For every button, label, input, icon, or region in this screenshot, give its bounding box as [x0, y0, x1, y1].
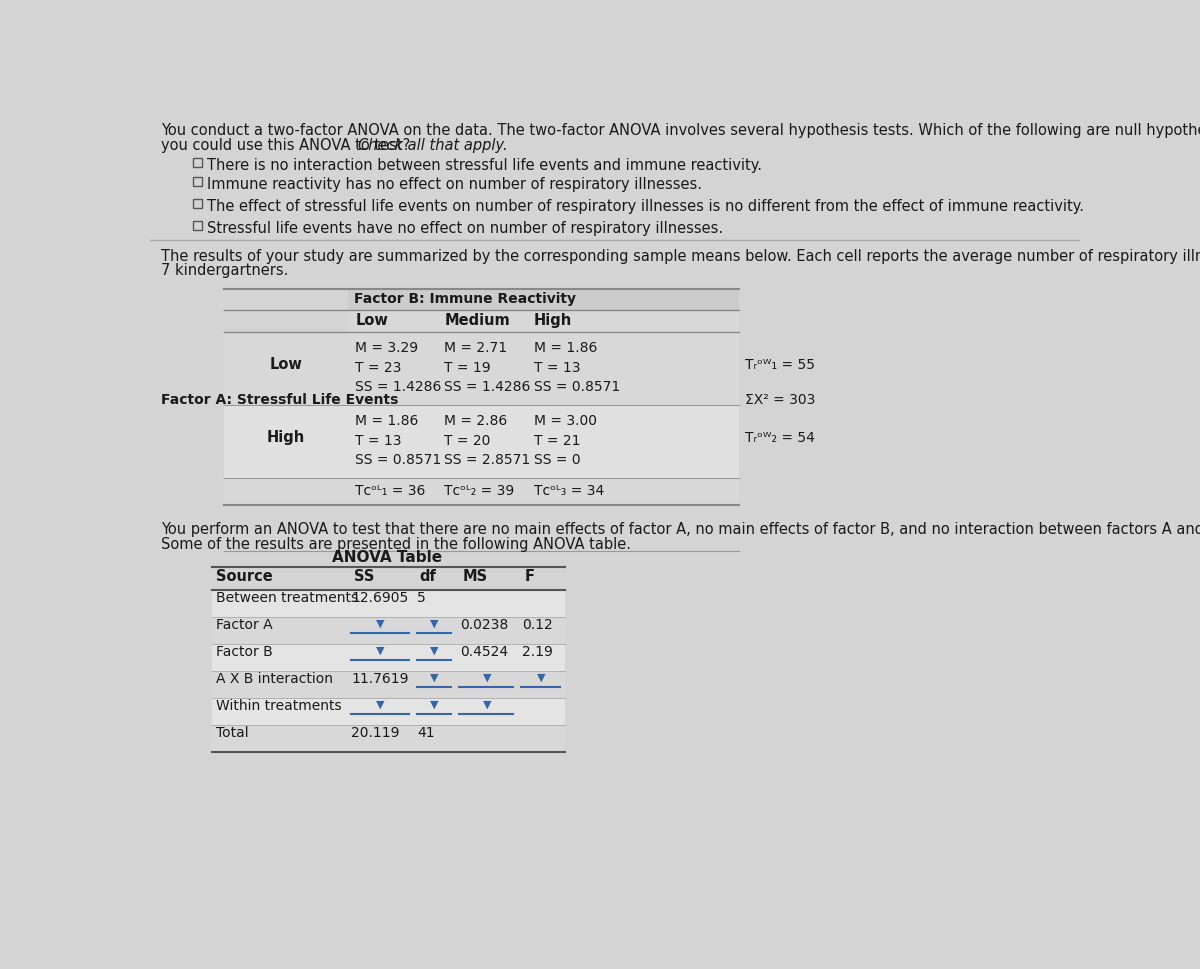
Text: M = 2.86: M = 2.86 — [444, 415, 508, 428]
Text: You perform an ANOVA to test that there are no main effects of factor A, no main: You perform an ANOVA to test that there … — [161, 522, 1200, 537]
Bar — [348, 289, 739, 310]
Text: 0.0238: 0.0238 — [460, 618, 509, 632]
Text: M = 3.00: M = 3.00 — [534, 415, 596, 428]
Text: ΣX² = 303: ΣX² = 303 — [745, 392, 816, 407]
Text: ANOVA Table: ANOVA Table — [332, 549, 443, 565]
Text: There is no interaction between stressful life events and immune reactivity.: There is no interaction between stressfu… — [206, 158, 762, 172]
Text: Medium: Medium — [444, 313, 510, 328]
Bar — [348, 310, 739, 331]
Text: M = 3.29: M = 3.29 — [355, 341, 419, 355]
Text: T = 13: T = 13 — [534, 361, 580, 375]
Text: ▼: ▼ — [482, 673, 491, 683]
Text: The effect of stressful life events on number of respiratory illnesses is no dif: The effect of stressful life events on n… — [206, 199, 1084, 214]
Text: M = 1.86: M = 1.86 — [534, 341, 598, 355]
Text: ▼: ▼ — [430, 646, 439, 656]
Text: T = 19: T = 19 — [444, 361, 491, 375]
Text: T = 21: T = 21 — [534, 434, 580, 449]
Text: Tᵣᵒᵂ₂ = 54: Tᵣᵒᵂ₂ = 54 — [745, 431, 815, 445]
Text: The results of your study are summarized by the corresponding sample means below: The results of your study are summarized… — [161, 249, 1200, 264]
Text: Factor A: Factor A — [216, 618, 272, 632]
Text: T = 13: T = 13 — [355, 434, 402, 449]
Bar — [212, 590, 565, 617]
Text: SS = 0.8571: SS = 0.8571 — [355, 453, 442, 467]
Text: M = 2.71: M = 2.71 — [444, 341, 508, 355]
Text: High: High — [266, 430, 305, 445]
Text: ▼: ▼ — [376, 619, 384, 629]
Text: Within treatments: Within treatments — [216, 699, 342, 713]
Text: Immune reactivity has no effect on number of respiratory illnesses.: Immune reactivity has no effect on numbe… — [206, 177, 702, 192]
Text: Source: Source — [216, 569, 272, 584]
Bar — [212, 617, 565, 643]
Text: SS = 1.4286: SS = 1.4286 — [444, 380, 530, 393]
Text: You conduct a two-factor ANOVA on the data. The two-factor ANOVA involves severa: You conduct a two-factor ANOVA on the da… — [161, 123, 1200, 139]
Bar — [212, 643, 565, 671]
Text: SS = 0: SS = 0 — [534, 453, 581, 467]
Text: SS = 0.8571: SS = 0.8571 — [534, 380, 620, 393]
Bar — [212, 671, 565, 698]
Text: Tᵣᵒᵂ₁ = 55: Tᵣᵒᵂ₁ = 55 — [745, 358, 815, 371]
Bar — [212, 725, 565, 752]
Text: Total: Total — [216, 726, 248, 739]
Text: SS = 1.4286: SS = 1.4286 — [355, 380, 442, 393]
Text: Tᴄᵒᴸ₂ = 39: Tᴄᵒᴸ₂ = 39 — [444, 484, 515, 498]
Text: ▼: ▼ — [482, 700, 491, 710]
Bar — [193, 158, 202, 167]
Text: ▼: ▼ — [430, 619, 439, 629]
Text: 11.7619: 11.7619 — [352, 672, 409, 686]
Text: F: F — [524, 569, 534, 584]
Text: ▼: ▼ — [376, 700, 384, 710]
Text: Factor A: Stressful Life Events: Factor A: Stressful Life Events — [161, 392, 398, 407]
Text: T = 20: T = 20 — [444, 434, 491, 449]
Text: you could use this ANOVA to test?: you could use this ANOVA to test? — [161, 138, 415, 153]
Bar — [193, 221, 202, 231]
Text: Between treatments: Between treatments — [216, 591, 358, 605]
Text: 20.119: 20.119 — [352, 726, 400, 739]
Text: Low: Low — [355, 313, 389, 328]
Text: Tᴄᵒᴸ₁ = 36: Tᴄᵒᴸ₁ = 36 — [355, 484, 426, 498]
Text: ▼: ▼ — [538, 673, 546, 683]
Text: Factor B: Factor B — [216, 644, 272, 659]
Bar — [193, 177, 202, 186]
Text: 0.4524: 0.4524 — [460, 644, 508, 659]
Text: MS: MS — [462, 569, 487, 584]
Text: Tᴄᵒᴸ₃ = 34: Tᴄᵒᴸ₃ = 34 — [534, 484, 604, 498]
Text: 41: 41 — [418, 726, 436, 739]
Text: Stressful life events have no effect on number of respiratory illnesses.: Stressful life events have no effect on … — [206, 221, 722, 236]
Text: 0.12: 0.12 — [522, 618, 553, 632]
Text: ▼: ▼ — [430, 673, 439, 683]
Text: SS = 2.8571: SS = 2.8571 — [444, 453, 530, 467]
Text: SS: SS — [354, 569, 374, 584]
Text: 12.6905: 12.6905 — [352, 591, 409, 605]
Text: Factor B: Immune Reactivity: Factor B: Immune Reactivity — [354, 292, 576, 306]
Bar — [212, 698, 565, 725]
Text: ▼: ▼ — [376, 646, 384, 656]
Text: Some of the results are presented in the following ANOVA table.: Some of the results are presented in the… — [161, 538, 631, 552]
Bar — [193, 199, 202, 208]
Text: df: df — [420, 569, 437, 584]
Bar — [223, 331, 739, 405]
Text: 5: 5 — [418, 591, 426, 605]
Text: Low: Low — [269, 358, 302, 372]
Text: 7 kindergartners.: 7 kindergartners. — [161, 264, 288, 278]
Bar — [223, 405, 739, 478]
Text: ▼: ▼ — [430, 700, 439, 710]
Text: High: High — [534, 313, 572, 328]
Text: Check all that apply.: Check all that apply. — [359, 138, 508, 153]
Bar — [223, 478, 739, 505]
Text: T = 23: T = 23 — [355, 361, 402, 375]
Text: A X B interaction: A X B interaction — [216, 672, 332, 686]
Text: M = 1.86: M = 1.86 — [355, 415, 419, 428]
Text: 2.19: 2.19 — [522, 644, 553, 659]
